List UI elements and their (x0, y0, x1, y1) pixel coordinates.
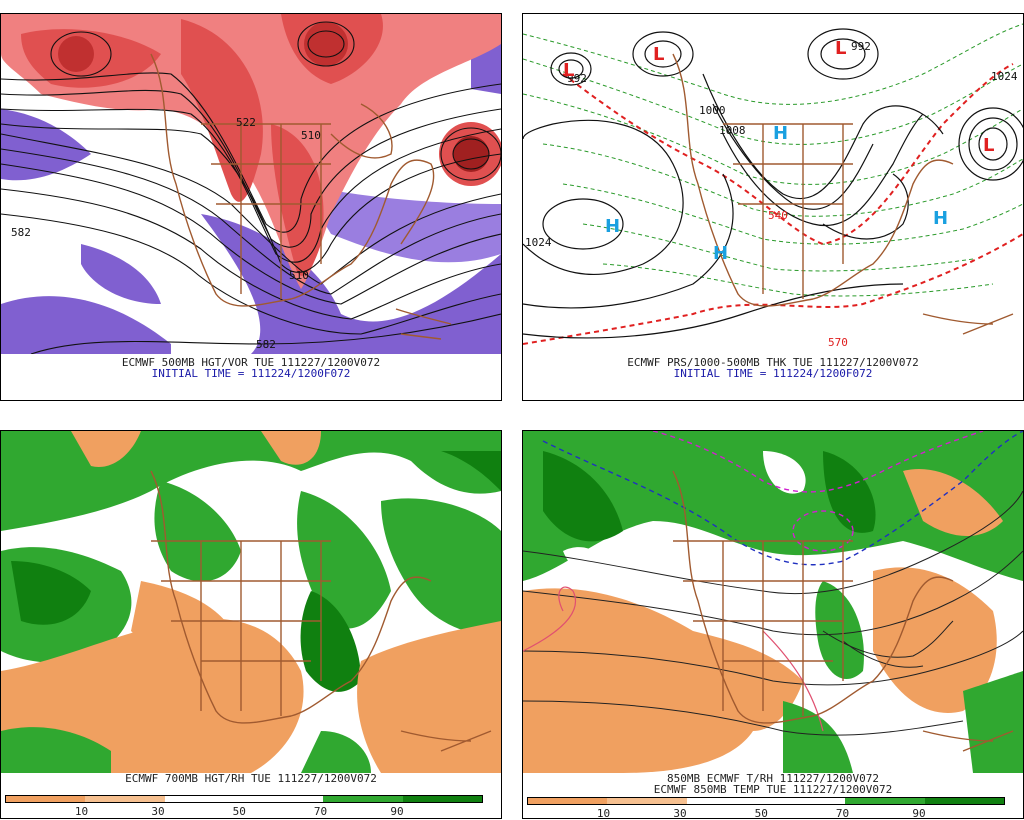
isobar-label: 992 (851, 40, 871, 53)
high-pressure-marker: H (605, 216, 620, 237)
panel-title: ECMWF PRS/1000-500MB THK TUE 111227/1200… (627, 356, 919, 369)
isobar-label: 1000 (699, 104, 726, 117)
isobar-label: 992 (567, 72, 587, 85)
isobar-label: 1024 (991, 70, 1018, 83)
low-pressure-marker: L (983, 135, 994, 156)
map-pressure: 1024 1024 1000 1008 992 992 540 570 H H … (523, 14, 1023, 354)
low-pressure-marker: L (835, 38, 846, 59)
panel-850mb-t-rh: 850MB ECMWF T/RH 111227/1200V072 ECMWF 8… (522, 430, 1024, 820)
contour-label: 510 (301, 129, 321, 142)
contour-label: 522 (236, 116, 256, 129)
thickness-label: 540 (768, 209, 788, 222)
panel-700mb-hgt-rh: ECMWF 700MB HGT/RH TUE 111227/1200V072 1… (0, 430, 502, 819)
thickness-label: 570 (828, 336, 848, 349)
panel-subtitle: ECMWF 850MB TEMP TUE 111227/1200V072 (653, 783, 893, 796)
contour-label: 582 (11, 226, 31, 239)
panel-500mb-hgt-vor: 582 582 510 510 522 ECMWF 500MB HGT/VOR … (0, 13, 502, 401)
map-700mb-rh (1, 431, 501, 773)
colorbar-ticks: 10 30 50 70 90 (74, 805, 404, 818)
colorbar-ticks: 10 30 50 70 90 (596, 807, 926, 820)
initial-time: INITIAL TIME = 111224/1200F072 (151, 367, 351, 380)
isobar-label: 1008 (719, 124, 746, 137)
rh-colorbar (5, 795, 483, 803)
high-pressure-marker: H (933, 208, 948, 229)
rh-colorbar (527, 797, 1005, 805)
contour-label: 510 (289, 269, 309, 282)
contour-label: 582 (256, 338, 276, 351)
panel-title: ECMWF 500MB HGT/VOR TUE 111227/1200V072 (121, 356, 381, 369)
isobar-label: 1024 (525, 236, 552, 249)
map-500mb: 582 582 510 510 522 (1, 14, 501, 354)
panel-title: ECMWF 700MB HGT/RH TUE 111227/1200V072 (125, 772, 377, 785)
high-pressure-marker: H (773, 123, 788, 144)
initial-time: INITIAL TIME = 111224/1200F072 (673, 367, 873, 380)
map-850mb (523, 431, 1023, 773)
low-pressure-marker: L (653, 44, 664, 65)
panel-prs-thickness: 1024 1024 1000 1008 992 992 540 570 H H … (522, 13, 1024, 401)
low-pressure-marker: L (563, 60, 574, 81)
panel-title: 850MB ECMWF T/RH 111227/1200V072 (667, 772, 879, 785)
high-pressure-marker: H (713, 243, 728, 264)
